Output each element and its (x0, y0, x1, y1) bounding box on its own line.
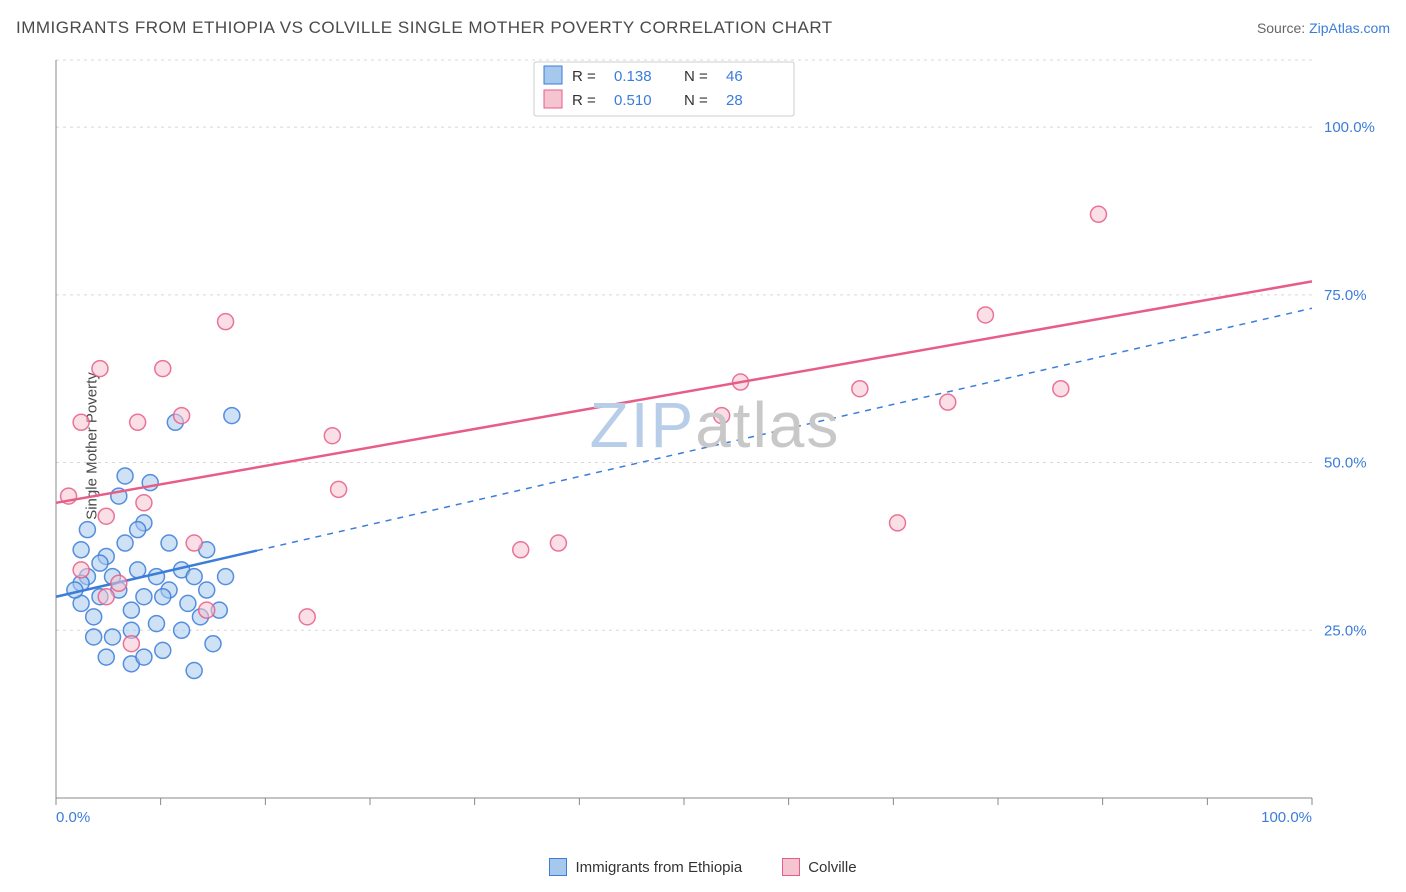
svg-text:R =: R = (572, 68, 596, 85)
chart-header: IMMIGRANTS FROM ETHIOPIA VS COLVILLE SIN… (16, 18, 1390, 38)
svg-text:25.0%: 25.0% (1324, 622, 1367, 639)
bottom-legend: Immigrants from Ethiopia Colville (0, 858, 1406, 876)
legend-swatch-ethiopia (549, 858, 567, 876)
chart-title: IMMIGRANTS FROM ETHIOPIA VS COLVILLE SIN… (16, 18, 833, 38)
svg-text:N =: N = (684, 68, 708, 85)
source-prefix: Source: (1257, 20, 1309, 36)
svg-text:0.0%: 0.0% (56, 809, 90, 826)
svg-text:46: 46 (726, 68, 743, 85)
svg-text:100.0%: 100.0% (1261, 809, 1312, 826)
legend-item-colville: Colville (782, 858, 856, 876)
chart-source: Source: ZipAtlas.com (1257, 20, 1390, 36)
svg-text:28: 28 (726, 92, 743, 109)
svg-text:N =: N = (684, 92, 708, 109)
svg-text:0.510: 0.510 (614, 92, 652, 109)
source-link[interactable]: ZipAtlas.com (1309, 20, 1390, 36)
svg-text:0.138: 0.138 (614, 68, 652, 85)
scatter-plot-svg: 25.0% 50.0% 75.0% 100.0% 0.0% 100.0% R = 0.138 N… (48, 50, 1382, 832)
legend-item-ethiopia: Immigrants from Ethiopia (549, 858, 742, 876)
legend-label-colville: Colville (808, 859, 856, 876)
legend-label-ethiopia: Immigrants from Ethiopia (575, 859, 742, 876)
svg-text:R =: R = (572, 92, 596, 109)
legend-swatch-colville (782, 858, 800, 876)
svg-text:100.0%: 100.0% (1324, 119, 1375, 136)
svg-text:50.0%: 50.0% (1324, 455, 1367, 472)
svg-text:75.0%: 75.0% (1324, 287, 1367, 304)
plot-area: 25.0% 50.0% 75.0% 100.0% 0.0% 100.0% R = 0.138 N… (48, 50, 1382, 832)
